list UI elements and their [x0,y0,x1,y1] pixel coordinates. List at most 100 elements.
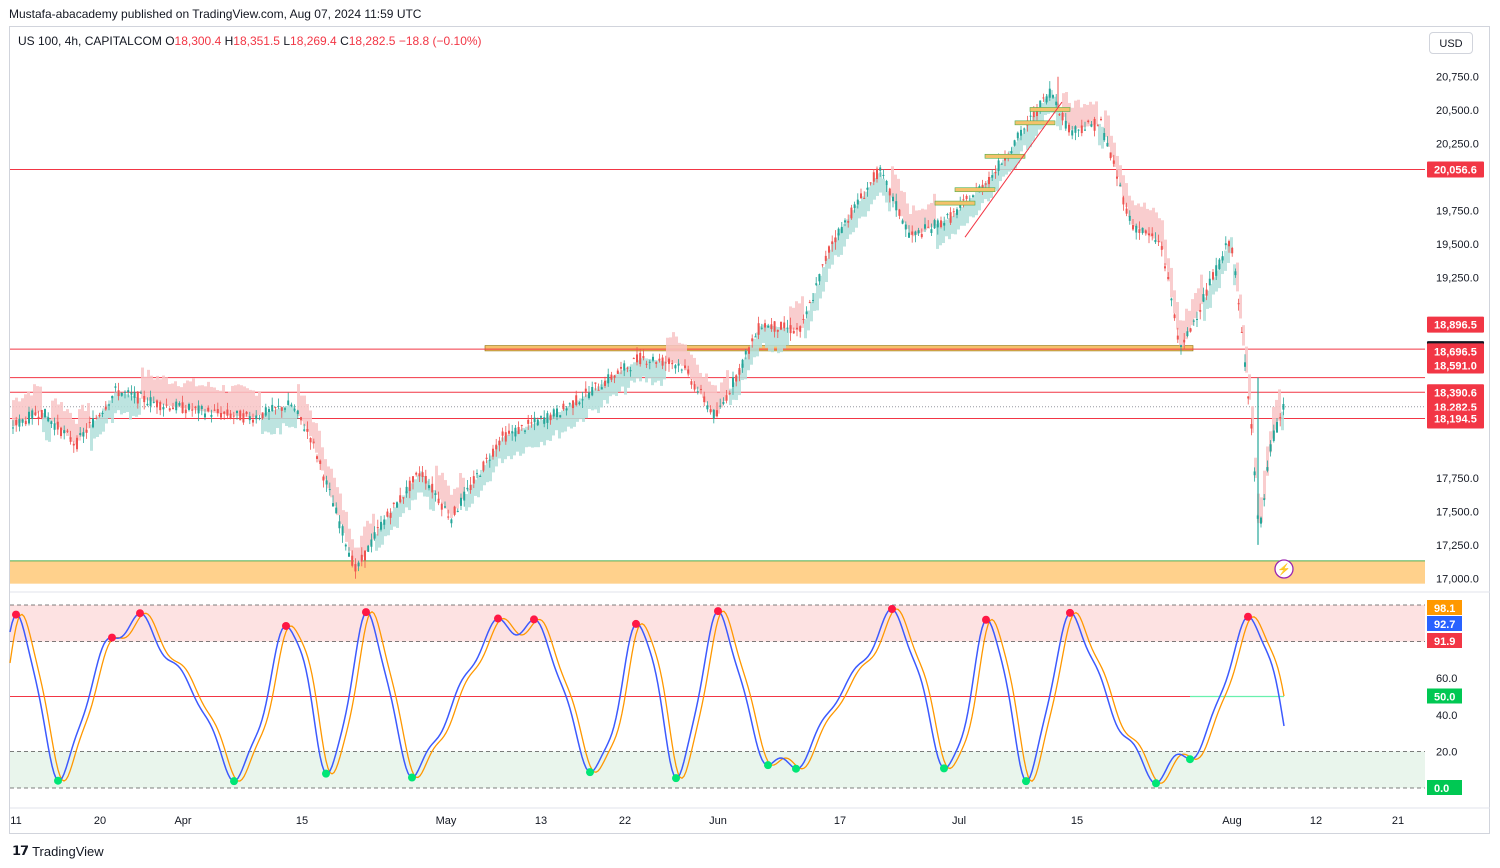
candle-body [460,497,462,506]
candle-body [1052,95,1054,98]
candle-body [50,421,53,425]
ribbon-segment [1164,239,1167,266]
ribbon-segment [975,192,978,216]
ribbon-segment [945,219,948,237]
ribbon-segment [1206,290,1209,309]
candle-body [642,356,645,358]
candle-body [31,410,34,419]
candle-body [527,419,530,424]
ribbon-segment [687,351,690,375]
candle-body [18,419,21,427]
ribbon-segment [768,325,771,352]
candle-body [623,363,626,371]
ribbon-segment [750,344,753,365]
ribbon-segment [1131,200,1134,225]
oversold-marker [1186,755,1194,764]
candle-body [1160,246,1163,250]
ribbon-segment [522,428,525,454]
candle-body [604,380,606,386]
candles [12,81,1285,579]
ribbon-segment [804,319,807,339]
ribbon-segment [90,424,93,451]
candle-body [629,370,632,372]
candle-body [168,408,171,411]
candle-body [824,255,827,261]
candle-body [869,182,872,184]
candle-body [584,388,587,392]
ribbon-segment [651,359,654,386]
ribbon-segment [978,189,981,211]
ribbon-segment [825,258,828,283]
ribbon-segment [69,412,72,439]
candle-body [952,211,955,213]
candle-body [1269,444,1272,452]
candle-body [1020,129,1022,136]
candle-body [1016,132,1019,139]
ribbon-segment [711,384,714,412]
candle-body [1004,157,1006,161]
ribbon-segment [234,385,237,416]
candle-body [268,409,270,413]
ribbon-segment [267,412,270,433]
candle-body [188,404,190,410]
ribbon-segment [1152,207,1155,239]
ribbon-segment [729,388,732,406]
candle-body [735,375,738,382]
ribbon-segment [1101,126,1104,149]
candle-body [690,381,693,385]
candle-body [796,327,798,330]
ribbon-segment [381,523,384,545]
candle-body [1141,227,1144,234]
oversold-marker [792,764,800,773]
ribbon-segment [1176,302,1179,330]
ribbon-segment [1089,101,1092,126]
candle-body [271,404,274,411]
candle-body [287,400,290,406]
candle-body [1013,140,1016,146]
ribbon-segment [801,296,804,328]
candle-body [264,407,267,416]
currency-button[interactable]: USD [1429,32,1473,54]
candle-body [645,363,648,365]
candle-body [309,438,312,443]
candle-body [1116,176,1118,179]
ribbon-segment [636,360,639,379]
ribbon-segment [630,364,633,381]
ribbon-segment [84,410,87,433]
ribbon-segment [702,377,705,398]
price-tag-label: 18,390.6 [1434,387,1477,399]
ribbon-segment [657,360,660,381]
order-block [1014,120,1056,126]
ribbon-segment [552,414,555,436]
candle-body [524,430,526,432]
ribbon-segment [288,405,291,428]
ribbon-segment [894,174,897,204]
candle-body [328,489,331,491]
ribbon-segment [621,370,624,387]
candle-body [476,473,478,475]
ribbon-segment [270,411,273,435]
price-tick-label: 19,750.0 [1436,205,1479,217]
ribbon-segment [324,459,327,480]
ribbon-segment [24,394,27,420]
candle-body [56,421,59,430]
ribbon-segment [429,485,432,510]
candle-body [1074,126,1077,133]
candle-body [600,387,603,390]
ribbon-segment [759,326,762,348]
ribbon-segment [189,381,192,410]
candle-body [495,444,498,450]
candle-body [981,184,984,190]
ribbon-segment [1158,218,1161,243]
candle-body [568,403,571,405]
ribbon-segment [387,515,390,536]
ribbon-segment [582,396,585,422]
candle-body [764,323,766,328]
candle-body [63,430,66,434]
ribbon-segment [840,228,843,255]
candle-body [991,175,994,178]
ribbon-segment [1227,243,1230,263]
ribbon-segment [1029,120,1032,148]
ribbon-segment [765,324,768,348]
